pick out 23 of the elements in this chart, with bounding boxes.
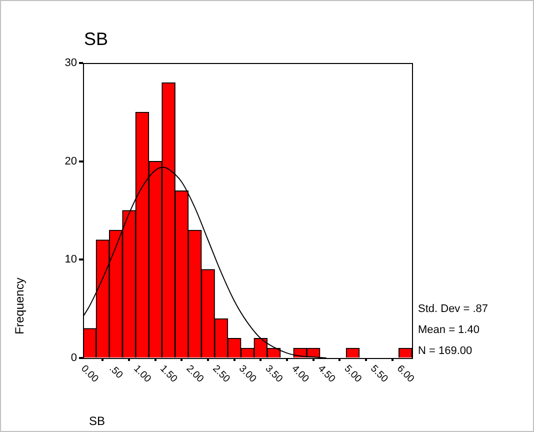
text: Mean = 1.40	[418, 324, 480, 336]
x-tick-label: 3.00	[236, 363, 258, 386]
x-tick-label: 4.50	[316, 363, 338, 386]
chart-title: SB	[84, 29, 108, 49]
x-tick-label: 3.50	[262, 363, 285, 386]
y-tick-label: 20	[64, 155, 77, 168]
x-tick-label: 2.50	[210, 363, 232, 386]
y-tick-label: 10	[64, 254, 77, 266]
x-tick-label: 5.00	[342, 363, 364, 386]
text: Std. Dev = .87	[418, 303, 488, 316]
x-tick-label: .50	[106, 363, 125, 382]
y-axis-title: Frequency	[12, 278, 26, 334]
x-axis-title: SB	[89, 414, 106, 428]
x-tick-label: 2.00	[184, 363, 206, 386]
x-tick-label: 4.00	[289, 363, 312, 386]
x-tick-label: 1.50	[158, 363, 180, 386]
x-tick-label: 5.50	[368, 363, 390, 386]
x-tick-label: 6.00	[394, 363, 416, 386]
text: N = 169.00	[418, 345, 472, 358]
x-tick-label: 0.00	[78, 363, 100, 386]
y-tick-label: 30	[64, 57, 77, 70]
y-tick-label: 0	[70, 352, 77, 364]
x-tick-label: 1.00	[131, 363, 154, 386]
